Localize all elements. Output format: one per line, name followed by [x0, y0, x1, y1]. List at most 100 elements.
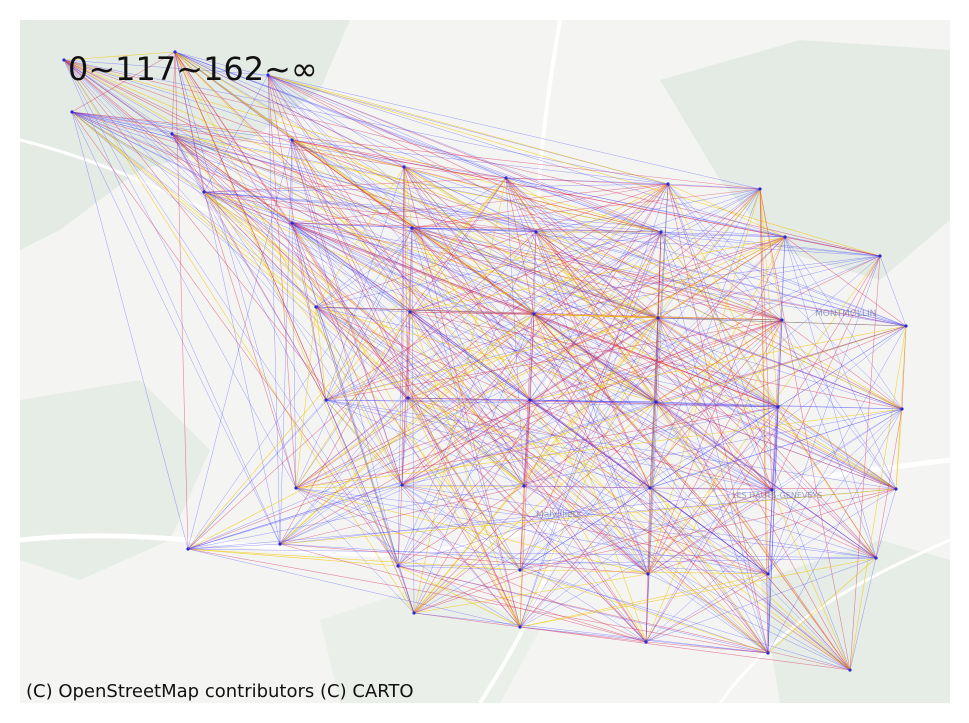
flow-line: [63, 59, 769, 654]
flow-line: [397, 565, 415, 614]
flow-line: [667, 183, 769, 654]
flow-line: [203, 191, 897, 490]
flow-node: [654, 400, 658, 404]
flow-line: [529, 399, 851, 671]
map-frame[interactable]: MONTMOLLIN Malvilliers LES HAUTS-GENEVEY…: [20, 20, 950, 703]
flow-line: [505, 177, 877, 559]
flow-line: [174, 51, 403, 486]
flow-line: [411, 227, 647, 643]
flow-line: [645, 406, 779, 643]
place-label-malvilliers: Malvilliers: [536, 510, 581, 520]
flow-line: [505, 177, 779, 408]
flow-line: [407, 317, 659, 399]
road: [478, 20, 566, 703]
flow-line: [655, 401, 779, 408]
flow-line: [63, 59, 881, 257]
flow-line: [325, 399, 773, 491]
flow-line: [187, 408, 903, 550]
flow-node: [70, 110, 74, 114]
flow-line: [187, 399, 327, 550]
flow-line: [533, 236, 786, 315]
flow-line: [413, 183, 669, 614]
flow-line: [267, 74, 281, 545]
flow-line: [267, 74, 647, 643]
flow-line: [315, 183, 669, 308]
flow-line: [645, 641, 769, 654]
flow-node: [518, 568, 522, 572]
flow-line: [63, 59, 173, 135]
flow-line: [645, 183, 669, 643]
flow-line: [315, 306, 409, 399]
flow-line: [291, 222, 657, 403]
map-canvas[interactable]: MONTMOLLIN Malvilliers LES HAUTS-GENEVEY…: [20, 20, 950, 703]
flow-line: [895, 408, 903, 490]
flow-line: [267, 74, 662, 233]
flow-line: [645, 255, 881, 643]
flow-line: [767, 255, 881, 575]
flow-line: [187, 488, 897, 550]
flow-line: [71, 111, 293, 224]
flow-line: [267, 74, 786, 238]
forest-area: [660, 40, 950, 280]
flow-line: [767, 557, 877, 654]
flow-line: [533, 313, 769, 575]
flow-line: [535, 231, 903, 410]
flow-line: [781, 319, 897, 490]
flow-line: [267, 74, 881, 257]
flow-line: [295, 317, 659, 489]
flow-line: [295, 227, 413, 489]
flow-line: [849, 325, 907, 671]
flow-line: [771, 255, 881, 491]
flow-line: [655, 325, 907, 403]
flow-line: [533, 313, 897, 490]
flow-line: [767, 489, 773, 654]
flow-line: [667, 183, 783, 321]
flow-line: [660, 231, 769, 654]
flow-line: [519, 573, 769, 628]
flow-line: [413, 401, 657, 614]
flow-line: [519, 626, 769, 654]
flow-line: [401, 484, 525, 487]
flow-line: [291, 222, 659, 319]
flow-line: [325, 166, 405, 401]
flow-line: [767, 325, 907, 575]
flow-line: [529, 319, 783, 401]
flow-line: [519, 487, 651, 571]
flow-line: [403, 166, 659, 319]
flow-line: [413, 612, 521, 628]
flow-line: [291, 139, 649, 575]
flow-line: [315, 306, 327, 401]
flow-line: [187, 548, 877, 559]
flow-line: [407, 397, 521, 571]
flow-line: [71, 51, 176, 113]
flow-line: [187, 227, 413, 550]
flow-line: [71, 111, 657, 403]
flow-line: [71, 111, 409, 399]
flow-line: [63, 59, 269, 76]
flow-node: [776, 405, 780, 409]
flow-line: [505, 177, 881, 257]
flow-line: [203, 191, 779, 408]
flow-line: [519, 325, 907, 628]
flow-node: [290, 221, 294, 225]
flow-line: [411, 227, 415, 614]
flow-line: [895, 325, 907, 490]
flow-line: [411, 227, 881, 257]
flow-line: [187, 319, 783, 550]
flow-node: [202, 190, 206, 194]
flow-line: [279, 543, 769, 575]
flow-line: [875, 488, 897, 559]
flow-node: [874, 556, 878, 560]
flow-line: [401, 311, 411, 486]
flow-line: [660, 231, 786, 238]
flow-node: [528, 398, 532, 402]
flow-line: [291, 222, 403, 486]
flow-line: [295, 313, 535, 489]
flow-node: [278, 542, 282, 546]
flow-line: [187, 401, 657, 550]
flow-node: [659, 230, 663, 234]
flow-line: [291, 139, 399, 567]
flow-line: [63, 59, 659, 319]
flow-line: [777, 406, 897, 490]
flow-line: [295, 306, 317, 489]
